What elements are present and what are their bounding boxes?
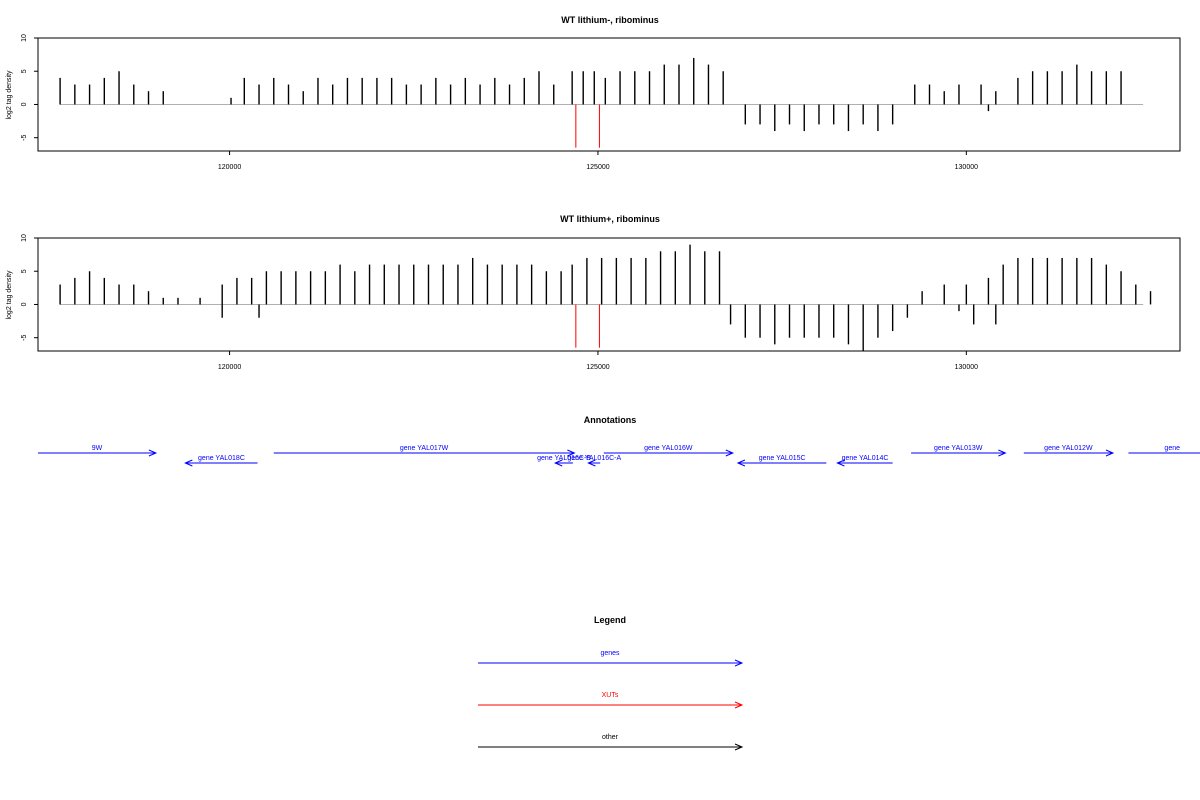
x-tick-label: 130000 <box>955 164 978 171</box>
gene-label: gene YAL016C-B <box>537 455 591 462</box>
gene-annotation: gene YAL016C-B <box>537 455 591 467</box>
gene-label: gene YAL016W <box>644 445 693 452</box>
legend-item: XUTs <box>478 692 744 709</box>
y-tick-label: 0 <box>21 102 28 106</box>
gene-annotation: gene YAL016C-A <box>567 455 622 467</box>
gene-arrows: 9W gene YAL018C gene YAL017W gene YAL016C-B… <box>38 445 1200 467</box>
x-tick-label: 125000 <box>586 164 609 171</box>
gene-label: gene YAL016C-A <box>567 455 621 462</box>
gene-annotation: gene YAL018C <box>184 455 258 467</box>
data-marks <box>59 57 1144 148</box>
legend-items: genes XUTs other <box>478 650 744 751</box>
gene-annotation: gene YAL014C <box>836 455 893 467</box>
gene-label: gene YAL014C <box>842 455 889 462</box>
track-panel-lithium-minus: WT lithium-, ribominus log2 tag density … <box>6 15 1181 171</box>
gene-annotation: 9W <box>38 445 158 457</box>
x-tick-label: 120000 <box>218 364 241 371</box>
gene-label: gene YAL013W <box>934 445 983 452</box>
legend-label: other <box>602 734 619 741</box>
gene-label: gene YAL015C <box>759 455 806 462</box>
y-tick-label: -5 <box>21 134 28 140</box>
y-tick-label: 10 <box>21 34 28 42</box>
annotations-title: Annotations <box>584 415 637 425</box>
gene-annotation: gene YAL013W <box>911 445 1007 457</box>
legend: Legend genes XUTs other <box>478 615 744 751</box>
y-tick-label: -5 <box>21 334 28 340</box>
arrow-head <box>725 449 735 457</box>
arrow-head <box>734 659 744 667</box>
panel-title: WT lithium+, ribominus <box>560 214 660 224</box>
y-tick-label: 5 <box>21 69 28 73</box>
annotations-track: Annotations 9W gene YAL018C gene YAL017W ge… <box>38 415 1200 467</box>
axes: -5 0 5 10 120000 125000 130000 <box>21 34 978 171</box>
gene-label: gene YAL012W <box>1044 445 1093 452</box>
plot-frame <box>37 237 1181 352</box>
arrow-head <box>148 449 158 457</box>
arrow-head <box>836 459 845 467</box>
arrow-head <box>734 701 744 709</box>
plot-frame <box>37 37 1181 152</box>
arrow-head <box>998 449 1007 457</box>
gene-annotation: gene <box>1128 445 1200 454</box>
axes: -5 0 5 10 120000 125000 130000 <box>21 234 978 371</box>
gene-label: gene YAL018C <box>198 455 245 462</box>
arrow-head <box>553 459 563 467</box>
y-tick-label: 0 <box>21 302 28 306</box>
data-marks <box>59 244 1152 351</box>
y-axis-label: log2 tag density <box>6 270 13 320</box>
gene-annotation: gene YAL017W <box>273 445 576 457</box>
track-panel-lithium-plus: WT lithium+, ribominus log2 tag density … <box>6 214 1181 371</box>
y-axis-label: log2 tag density <box>6 70 13 120</box>
legend-label: genes <box>600 650 620 657</box>
arrow-head <box>734 743 744 751</box>
gene-annotation: gene YAL012W <box>1023 445 1115 457</box>
arrow-head <box>1105 449 1115 457</box>
x-tick-label: 120000 <box>218 164 241 171</box>
gene-label: gene YAL017W <box>400 445 449 452</box>
arrow-head <box>567 449 576 457</box>
panel-title: WT lithium-, ribominus <box>561 15 659 25</box>
x-tick-label: 130000 <box>955 364 978 371</box>
arrow-head <box>587 459 596 467</box>
gene-annotation: gene YAL016W <box>603 445 735 457</box>
legend-item: genes <box>478 650 744 667</box>
legend-item: other <box>478 734 744 751</box>
arrow-head <box>736 459 746 467</box>
gene-label: 9W <box>92 445 103 452</box>
y-tick-label: 5 <box>21 269 28 273</box>
x-tick-label: 125000 <box>586 364 609 371</box>
arrow-head <box>184 459 193 467</box>
y-tick-label: 10 <box>21 234 28 242</box>
gene-label: gene <box>1164 445 1180 452</box>
legend-title: Legend <box>594 615 626 625</box>
gene-annotation: gene YAL015C <box>736 455 827 467</box>
legend-label: XUTs <box>602 692 619 699</box>
